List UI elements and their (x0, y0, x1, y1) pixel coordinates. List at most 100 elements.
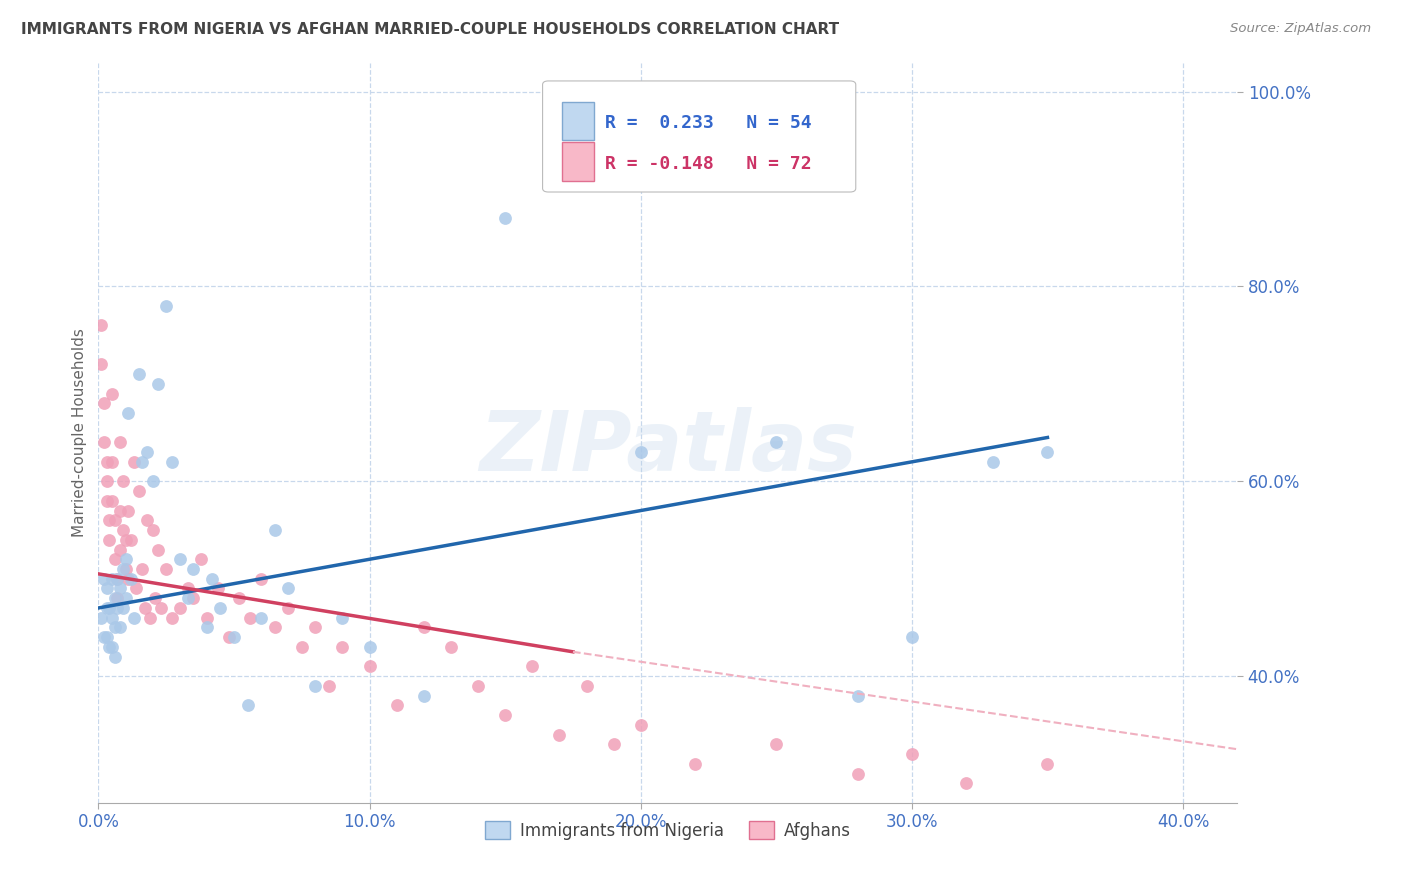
Point (304, 620, 326, 634)
Point (522, 659, 544, 673)
Text: R =  0.233   N = 54: R = 0.233 N = 54 (605, 114, 811, 132)
Point (111, 562, 134, 576)
Point (955, 776, 977, 790)
Point (134, 601, 156, 615)
Point (142, 475, 165, 489)
Point (195, 610, 218, 624)
Point (98, 513, 121, 527)
Point (236, 698, 259, 713)
Point (160, 610, 183, 624)
Point (901, 747, 924, 761)
Point (108, 435, 131, 450)
Point (104, 552, 127, 566)
Text: ZIPatlas: ZIPatlas (479, 407, 856, 488)
Point (96, 455, 118, 469)
Point (131, 562, 153, 576)
Point (494, 211, 516, 226)
Legend: Immigrants from Nigeria, Afghans: Immigrants from Nigeria, Afghans (478, 814, 858, 847)
Point (277, 582, 299, 596)
Point (107, 572, 129, 586)
Point (104, 513, 127, 527)
Point (114, 533, 136, 547)
Point (291, 640, 314, 654)
Point (277, 601, 299, 615)
Point (96, 493, 118, 508)
Point (318, 679, 340, 693)
Point (122, 455, 145, 469)
Text: R = -0.148   N = 72: R = -0.148 N = 72 (605, 155, 811, 173)
Point (177, 591, 200, 606)
Text: Source: ZipAtlas.com: Source: ZipAtlas.com (1230, 22, 1371, 36)
Point (120, 533, 142, 547)
Point (160, 455, 183, 469)
Point (183, 562, 205, 576)
Point (117, 503, 139, 517)
Point (575, 679, 598, 693)
Point (981, 455, 1004, 469)
Point (169, 601, 191, 615)
Text: IMMIGRANTS FROM NIGERIA VS AFGHAN MARRIED-COUPLE HOUSEHOLDS CORRELATION CHART: IMMIGRANTS FROM NIGERIA VS AFGHAN MARRIE… (21, 22, 839, 37)
Point (96, 582, 118, 596)
Point (901, 630, 924, 644)
Point (263, 523, 285, 537)
Point (250, 572, 273, 586)
Point (93, 630, 115, 644)
Point (114, 591, 136, 606)
Point (602, 737, 624, 751)
Point (101, 455, 124, 469)
Point (209, 601, 232, 615)
Point (136, 445, 159, 459)
Point (207, 582, 229, 596)
Point (107, 591, 129, 606)
Point (108, 582, 131, 596)
Point (149, 601, 172, 615)
Point (177, 582, 200, 596)
Bar (562, 102, 593, 140)
Point (385, 698, 408, 713)
Point (1036, 756, 1059, 771)
Point (104, 649, 127, 664)
Point (101, 610, 124, 624)
Point (222, 630, 245, 644)
Point (108, 542, 131, 557)
Point (96, 630, 118, 644)
Point (98, 601, 121, 615)
Point (239, 610, 262, 624)
Point (195, 620, 218, 634)
Point (412, 620, 434, 634)
Point (1036, 445, 1059, 459)
Bar (562, 143, 593, 181)
Point (90, 358, 112, 372)
Point (169, 552, 191, 566)
Point (683, 756, 706, 771)
Point (155, 562, 177, 576)
Point (412, 689, 434, 703)
Point (263, 620, 285, 634)
Point (250, 610, 273, 624)
Point (228, 591, 250, 606)
Point (467, 679, 489, 693)
Point (90, 610, 112, 624)
Point (96, 475, 118, 489)
Point (142, 523, 165, 537)
Point (125, 582, 148, 596)
Point (114, 552, 136, 566)
Point (131, 455, 153, 469)
Point (494, 708, 516, 723)
Point (111, 475, 134, 489)
Point (108, 620, 131, 634)
Point (846, 766, 869, 780)
Point (104, 591, 127, 606)
Point (120, 572, 142, 586)
Point (155, 299, 177, 313)
Point (104, 620, 127, 634)
Point (190, 552, 212, 566)
Point (136, 513, 159, 527)
Point (107, 572, 129, 586)
Point (93, 396, 115, 410)
Point (128, 367, 150, 381)
Point (183, 591, 205, 606)
Point (122, 610, 145, 624)
Point (548, 728, 571, 742)
Y-axis label: Married-couple Households: Married-couple Households (72, 328, 87, 537)
